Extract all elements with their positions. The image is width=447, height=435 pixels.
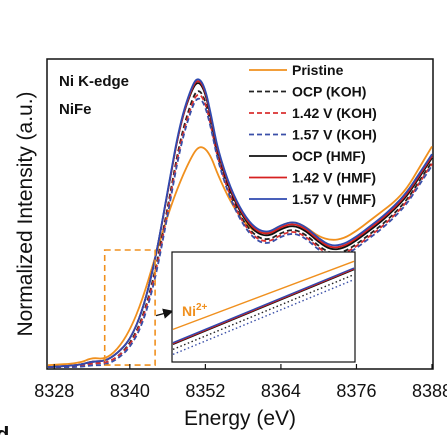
legend-label-1-42-v-koh: 1.42 V (KOH) xyxy=(292,105,377,121)
inset-line-ocp-hmf xyxy=(172,268,355,346)
legend-label-1-57-v-hmf: 1.57 V (HMF) xyxy=(292,191,376,207)
x-tick-label: 8328 xyxy=(34,381,74,401)
legend: Pristine OCP (KOH) 1.42 V (KOH) 1.57 V (KOH… xyxy=(249,62,377,207)
next-panel-letter: d xyxy=(0,422,9,435)
zoom-arrow xyxy=(155,308,174,319)
inset-line-pristine xyxy=(172,260,355,331)
legend-label-ocp-koh: OCP (KOH) xyxy=(292,84,366,100)
sample-annotation: NiFe xyxy=(59,101,92,118)
inset-line-1-57-v-hmf xyxy=(172,267,355,344)
legend-label-ocp-hmf: OCP (HMF) xyxy=(292,148,366,164)
legend-label-pristine: Pristine xyxy=(292,62,344,78)
inset-label-ni2: Ni2+ xyxy=(182,302,208,319)
series-line-1-57-v-hmf xyxy=(47,78,433,368)
x-axis-title: Energy (eV) xyxy=(184,407,296,430)
inset-series-layer xyxy=(172,260,355,356)
legend-label-1-57-v-koh: 1.57 V (KOH) xyxy=(292,127,377,143)
x-tick-label: 8376 xyxy=(336,381,376,401)
series-layer xyxy=(47,78,433,368)
inset-line-1-42-v-hmf xyxy=(172,268,355,345)
x-tick-label: 8388 xyxy=(412,381,447,401)
x-tick-label: 8340 xyxy=(110,381,150,401)
x-axis-ticks: 8328 8340 8352 8364 8376 8388 xyxy=(34,364,447,401)
series-line-1-57-v-koh xyxy=(47,97,433,368)
x-tick-label: 8364 xyxy=(261,381,301,401)
inset-line-ocp-koh xyxy=(172,273,355,351)
edge-annotation: Ni K-edge xyxy=(59,73,129,90)
y-axis-title: Normalized Intensity (a.u.) xyxy=(14,91,37,336)
inset-line-1-57-v-koh xyxy=(172,278,355,356)
legend-label-1-42-v-hmf: 1.42 V (HMF) xyxy=(292,170,376,186)
x-tick-label: 8352 xyxy=(185,381,225,401)
